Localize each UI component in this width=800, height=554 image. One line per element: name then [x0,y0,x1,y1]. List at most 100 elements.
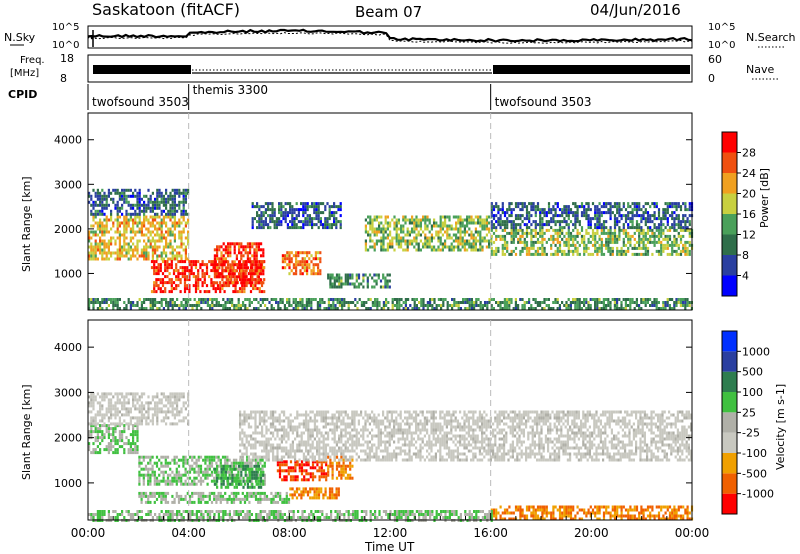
heatmap-cell [609,217,612,221]
heatmap-cell [644,208,647,212]
heatmap-cell [580,301,583,304]
heatmap-cell [523,246,526,250]
heatmap-cell [541,208,544,212]
heatmap-cell [164,269,167,273]
heatmap-cell [167,197,170,201]
heatmap-cell [116,224,119,228]
heatmap-cell [547,304,550,307]
heatmap-cell [253,473,256,477]
heatmap-cell [244,245,247,249]
heatmap-cell [587,231,590,235]
heatmap-cell [295,217,298,221]
heatmap-cell [140,410,143,414]
heatmap-cell [294,304,297,307]
heatmap-cell [311,466,315,470]
heatmap-cell [286,254,289,258]
heatmap-cell [481,218,484,222]
heatmap-cell [479,248,482,252]
heatmap-cell [232,284,235,288]
heatmap-cell [477,304,480,307]
heatmap-cell [682,249,685,253]
heatmap-cell [156,419,159,423]
heatmap-cell [144,455,148,459]
heatmap-cell [569,208,573,212]
heatmap-cell [393,304,396,307]
heatmap-cell [488,221,491,225]
heatmap-cell [176,304,179,307]
heatmap-cell [664,234,667,238]
heatmap-cell [514,223,518,227]
heatmap-cell [165,230,168,234]
heatmap-cell [260,284,264,288]
heatmap-cell [250,479,253,483]
heatmap-cell [541,226,544,230]
heatmap-cell [294,466,297,470]
heatmap-cell [324,205,327,209]
heatmap-cell [638,243,641,247]
heatmap-cell [402,301,405,304]
heatmap-cell [129,410,132,414]
heatmap-cell [294,301,297,304]
heatmap-cell [299,251,302,255]
heatmap-cell [245,266,248,270]
heatmap-cell [594,214,597,218]
heatmap-cell [221,266,224,270]
heatmap-cell [112,304,115,307]
heatmap-cell [580,214,584,218]
heatmap-cell [668,226,672,230]
heatmap-cell [116,257,119,261]
heatmap-cell [532,240,535,244]
heatmap-cell [679,301,682,304]
heatmap-cell [220,479,223,483]
heatmap-cell [251,281,254,285]
heatmap-cell [149,482,152,486]
heatmap-cell [666,252,669,256]
heatmap-cell [210,284,213,288]
heatmap-cell [165,200,168,204]
heatmap-cell [279,307,282,310]
heatmap-cell [319,298,322,301]
heatmap-cell [485,215,488,219]
heatmap-cell [225,278,228,282]
heatmap-cell [294,307,297,310]
heatmap-cell [331,282,334,286]
heatmap-cell [400,224,403,228]
heatmap-cell [118,224,121,228]
heatmap-cell [208,455,211,459]
heatmap-cell [339,226,342,230]
heatmap-cell [167,398,170,402]
heatmap-cell [156,227,159,231]
heatmap-cell [176,407,179,411]
heatmap-cell [633,307,636,310]
heatmap-cell [220,245,223,249]
heatmap-cell [317,272,320,276]
heatmap-cell [238,479,241,483]
heatmap-cell [112,298,115,301]
heatmap-cell [249,260,252,264]
heatmap-cell [99,419,102,423]
heatmap-cell [132,448,135,452]
heatmap-cell [302,211,305,215]
heatmap-cell [556,214,559,218]
heatmap-cell [316,304,319,307]
heatmap-cell [620,304,623,307]
heatmap-cell [156,206,159,210]
heatmap-cell [475,298,478,301]
heatmap-cell [297,254,300,258]
heatmap-cell [638,223,641,227]
heatmap-cell [556,220,559,224]
heatmap-cell [231,473,234,477]
heatmap-cell [144,464,148,468]
heatmap-cell [99,424,102,428]
heatmap-cell [103,242,106,246]
heatmap-cell [629,211,632,215]
heatmap-cell [673,202,676,206]
heatmap-cell [134,422,137,426]
heatmap-cell [375,215,378,219]
heatmap-cell [613,307,616,310]
heatmap-cell [311,472,315,476]
heatmap-cell [673,205,676,209]
heatmap-cell [611,234,614,238]
heatmap-cell [327,273,330,277]
heatmap-cell [660,307,663,310]
